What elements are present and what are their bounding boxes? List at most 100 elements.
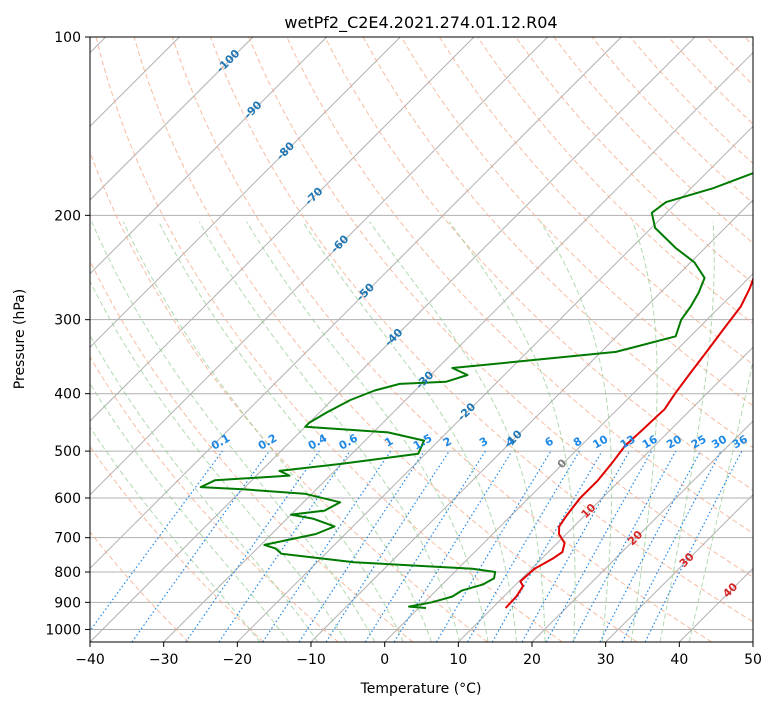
isotherm-line (90, 37, 549, 496)
isotherm-label: 10 (579, 501, 599, 521)
dry-adiabat-line (668, 37, 753, 125)
mixing-ratio-line (185, 450, 320, 642)
y-tick-label: 300 (54, 313, 81, 329)
mixing-ratio-line (218, 450, 351, 642)
dry-adiabat-line (477, 37, 753, 325)
isotherm-line (457, 346, 753, 642)
isotherm-line (90, 37, 696, 642)
dry-adiabat-line (515, 37, 753, 284)
moist-adiabat-line (90, 334, 319, 642)
mixing-ratio-line (393, 450, 513, 642)
mixing-ratio-label: 16 (640, 432, 660, 451)
mixing-ratio-line (325, 450, 450, 642)
moist-adiabat-line (91, 221, 376, 642)
mixing-ratio-line (466, 450, 580, 642)
mixing-ratio-label: 36 (730, 432, 750, 451)
moist-adiabat-line (302, 221, 517, 642)
isotherm-line (678, 567, 753, 642)
dry-adiabat-line (438, 37, 753, 365)
dry-adiabat-line (90, 355, 339, 642)
moist-adiabat-line (90, 382, 290, 642)
y-tick-label: 800 (54, 565, 81, 581)
series-line-0 (504, 276, 753, 609)
mixing-ratio-line (298, 450, 425, 642)
x-tick-label: −40 (75, 652, 105, 668)
dry-adiabat-line (362, 37, 753, 449)
mixing-ratio-label: 30 (709, 432, 729, 451)
dry-adiabat-line (286, 37, 753, 534)
moist-adiabat-line (246, 221, 489, 642)
moist-adiabat-line (540, 221, 613, 642)
mixing-ratio-label: 20 (664, 432, 684, 451)
y-tick-label: 500 (54, 444, 81, 460)
dry-adiabat-line (133, 37, 638, 642)
isotherm-line (90, 37, 401, 349)
isotherm-line (163, 51, 753, 642)
y-axis-title: Pressure (hPa) (12, 289, 28, 389)
dry-adiabat-line (90, 445, 264, 642)
series-line-1 (199, 172, 753, 609)
chart-title: wetPf2_C2E4.2021.274.01.12.R04 (284, 13, 557, 33)
mixing-ratio-label: 25 (689, 433, 709, 452)
isotherm-line (90, 37, 328, 275)
plot-frame (89, 36, 754, 643)
dry-adiabat-line (324, 37, 753, 491)
mixing-ratio-line (364, 450, 486, 642)
mixing-ratio-line (599, 450, 702, 642)
moist-adiabat-line (630, 221, 658, 642)
dry-adiabat-line (248, 37, 753, 578)
y-tick-label: 200 (54, 208, 81, 224)
mixing-ratio-label: 0.1 (209, 432, 232, 453)
isotherm-line (752, 641, 753, 642)
y-tick-label: 1000 (45, 622, 81, 638)
mixing-ratio-line (131, 450, 270, 642)
dry-adiabat-line (95, 37, 563, 642)
dry-adiabat-line (90, 150, 488, 642)
x-tick-label: 20 (523, 652, 541, 668)
dry-adiabat-line (90, 259, 414, 642)
dry-adiabat-line (553, 37, 753, 244)
x-tick-label: 30 (597, 652, 615, 668)
moist-adiabat-line (90, 280, 347, 642)
y-tick-label: 600 (54, 491, 81, 507)
mixing-ratio-line (521, 450, 631, 642)
x-tick-label: −10 (296, 652, 326, 668)
dry-adiabat-line (171, 37, 712, 642)
y-tick-label: 400 (54, 387, 81, 403)
mixing-ratio-line (572, 450, 677, 642)
x-tick-label: −30 (149, 652, 179, 668)
y-tick-label: 900 (54, 595, 81, 611)
mixing-ratio-line (491, 450, 603, 642)
mixing-ratio-label: 8 (571, 435, 584, 450)
mixing-ratio-line (435, 450, 552, 642)
isotherm-line (90, 37, 475, 422)
moist-adiabat-line (90, 426, 261, 642)
mixing-ratio-line (621, 450, 722, 642)
mixing-ratio-line (262, 450, 392, 642)
dry-adiabat-line (744, 37, 753, 47)
moist-adiabat-line (659, 221, 715, 642)
mixing-ratio-label: 0.2 (256, 432, 279, 453)
y-tick-label: 100 (54, 30, 81, 46)
mixing-ratio-label: 6 (543, 434, 556, 449)
mixing-ratio-label: 3 (477, 435, 490, 450)
x-axis-title: Temperature (°C) (360, 681, 482, 697)
x-tick-label: 0 (380, 652, 389, 668)
dry-adiabat-line (210, 37, 753, 623)
y-tick-label: 700 (54, 531, 81, 547)
moist-adiabat-line (158, 221, 432, 642)
isotherm-line (90, 37, 622, 570)
mixing-ratio-line (545, 450, 653, 642)
mixing-ratio-label: 13 (618, 433, 638, 452)
mixing-ratio-line (90, 450, 223, 632)
isotherm-line (605, 493, 753, 642)
isotherm-line (384, 272, 753, 642)
mixing-ratio-label: 0.4 (306, 431, 330, 452)
isotherm-line (90, 37, 254, 201)
dry-adiabat-line (90, 531, 190, 642)
isotherm-line (531, 420, 753, 642)
x-tick-label: −20 (223, 652, 253, 668)
isotherm-line (236, 125, 753, 642)
